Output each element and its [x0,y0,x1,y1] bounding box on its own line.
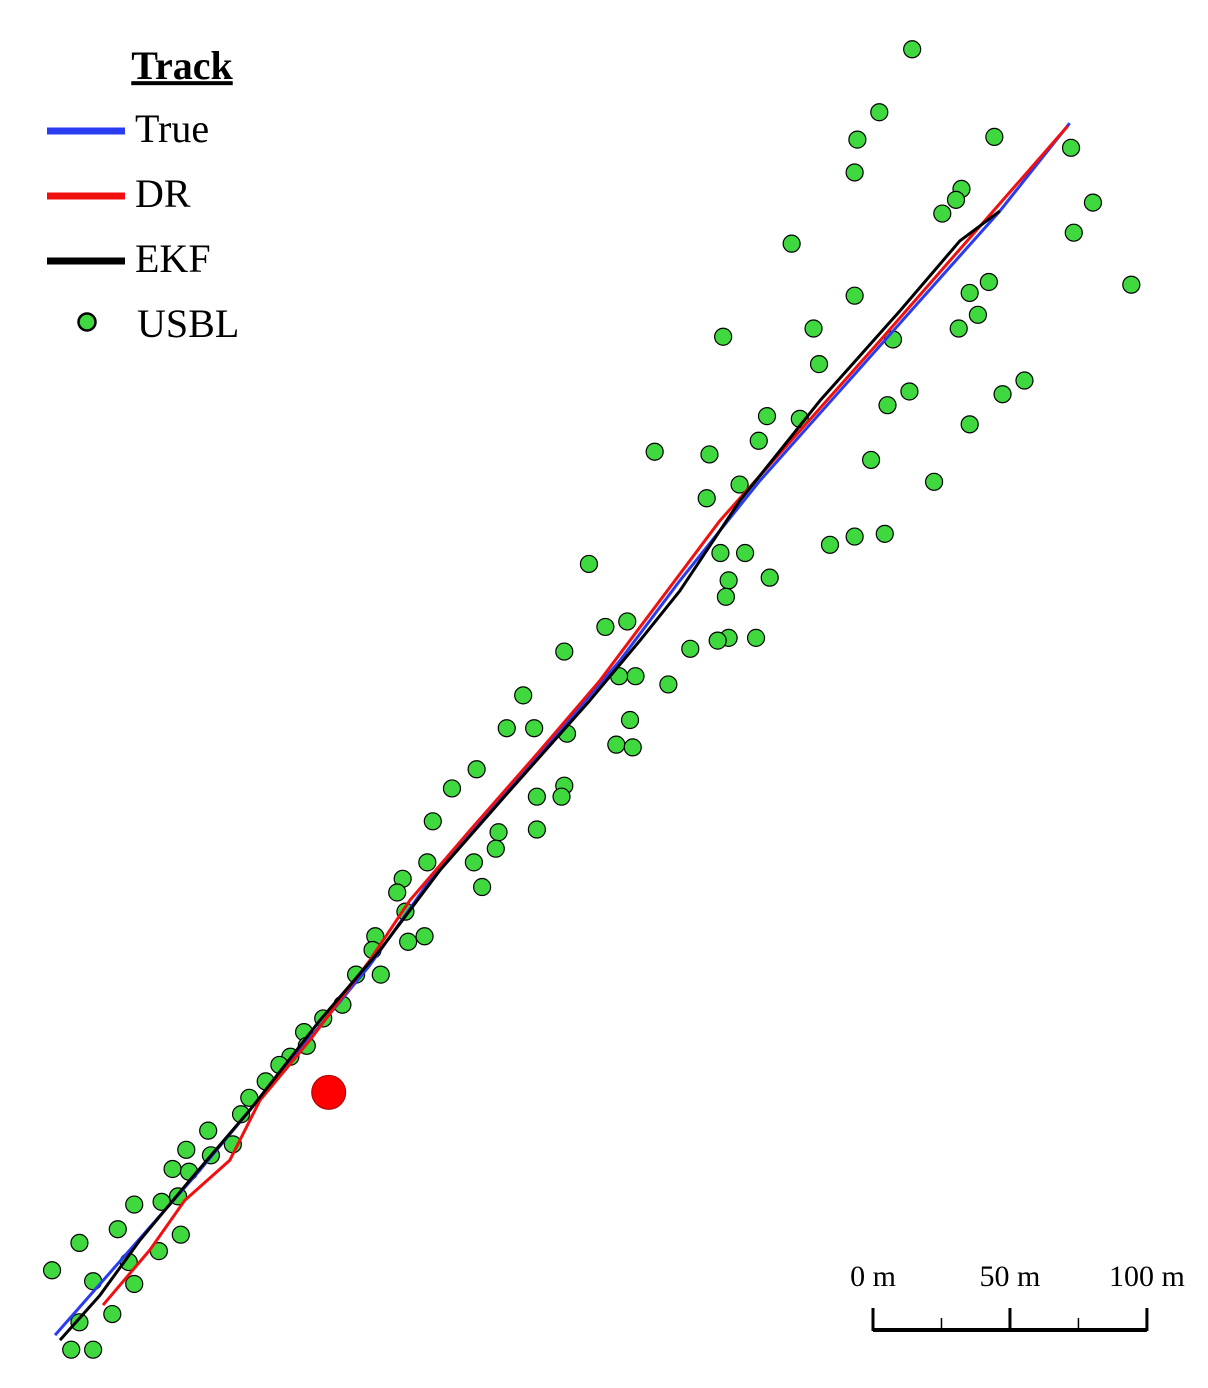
usbl-fix [70,1313,89,1332]
usbl-fix [700,445,719,464]
usbl-fix [623,738,642,757]
usbl-fix [125,1195,144,1214]
usbl-fix [489,823,508,842]
usbl-fix [163,1159,182,1179]
usbl-fix [985,127,1004,146]
usbl-fix [845,527,864,546]
usbl-fix [875,524,894,543]
usbl-fix [399,932,418,951]
red-marker [311,1074,347,1110]
usbl-fix [924,472,944,491]
track-line [101,124,1069,1307]
usbl-fix [620,710,640,730]
usbl-fix [103,1304,122,1324]
usbl-fix [730,475,749,494]
usbl-fix [473,877,492,897]
usbl-fix [993,385,1012,404]
usbl-fix [714,327,733,346]
usbl-fix [903,40,922,59]
usbl-fix [464,853,483,872]
usbl-fix [596,617,615,637]
usbl-fix [804,319,823,338]
usbl-fix [371,965,390,984]
usbl-fix [681,639,700,658]
usbl-fix [514,686,533,705]
usbl-fix [809,355,829,374]
legend-label: USBL [137,301,239,346]
usbl-fix [70,1233,89,1253]
usbl-fix [645,442,664,461]
usbl-fix [527,787,546,806]
usbl-fix [979,272,998,292]
usbl-fix [878,396,897,415]
usbl-fix [845,163,864,182]
usbl-fix [960,415,979,434]
usbl-fix [497,719,516,738]
usbl-fix [820,535,840,554]
usbl-fix [527,820,546,839]
usbl-fix [177,1140,196,1159]
usbl-fix [552,787,571,806]
usbl-fix [782,234,801,253]
usbl-fix [949,319,968,338]
usbl-fix [555,642,574,661]
legend-swatch [77,312,97,332]
usbl-fix [442,779,462,798]
usbl-fix [1064,223,1083,242]
usbl-fix [626,667,645,686]
legend-label: DR [135,171,191,216]
track-line [58,209,1001,1342]
usbl-fix [423,812,442,831]
usbl-fix [42,1261,62,1280]
usbl-fix [749,431,768,450]
usbl-fix [659,675,678,694]
scale-label: 100 m [1109,1260,1185,1293]
scale-label: 50 m [980,1260,1041,1293]
usbl-fix [708,631,727,650]
usbl-fix [125,1274,144,1294]
legend-label: EKF [135,236,211,281]
usbl-fix [946,190,966,209]
usbl-fix [618,612,637,631]
usbl-fix [1015,371,1034,390]
usbl-fix [735,543,755,563]
usbl-fix [900,382,919,401]
usbl-fix [960,283,979,303]
usbl-fix [1122,275,1141,294]
usbl-fix [415,927,434,946]
usbl-fix [746,628,766,647]
usbl-fix [418,853,437,872]
usbl-fix [486,839,505,858]
usbl-fix [697,489,716,508]
usbl-fix [870,103,889,122]
usbl-fix [62,1340,81,1359]
usbl-fix [579,554,599,574]
usbl-fix [933,204,952,223]
usbl-fix [1061,138,1081,157]
usbl-fix [968,305,988,324]
usbl-fix [757,407,777,426]
legend-label: True [135,106,209,151]
usbl-fix [607,735,626,754]
usbl-fix [388,883,407,902]
usbl-fix [108,1220,127,1239]
usbl-fix [171,1225,190,1244]
usbl-fix [84,1340,103,1359]
usbl-fix [760,568,779,587]
usbl-fix [861,450,881,470]
usbl-fix [1083,193,1103,212]
legend-title: Track [131,43,233,88]
usbl-fix [845,286,864,305]
usbl-fix [525,719,544,738]
scale-label: 0 m [850,1260,896,1293]
usbl-fix [716,587,735,606]
usbl-fix [199,1121,218,1140]
usbl-fix [719,571,738,590]
usbl-fix [467,760,486,779]
usbl-fix [711,543,730,563]
usbl-fix [848,130,867,149]
